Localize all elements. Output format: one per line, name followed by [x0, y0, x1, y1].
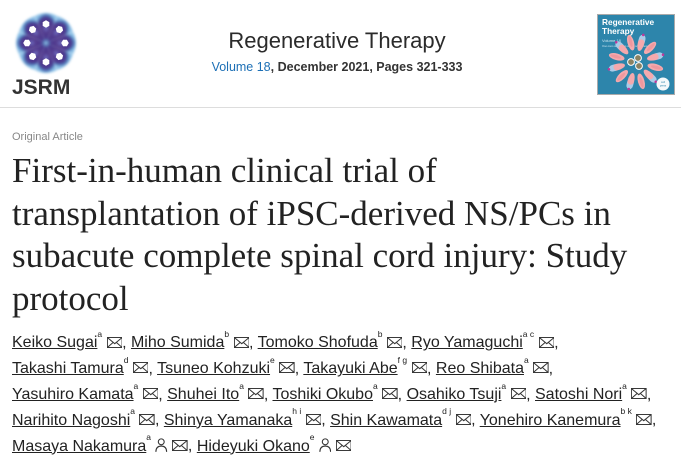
svg-text:Therapy: Therapy [602, 26, 635, 36]
svg-text:cell: cell [661, 80, 665, 84]
svg-text:press: press [660, 84, 667, 88]
